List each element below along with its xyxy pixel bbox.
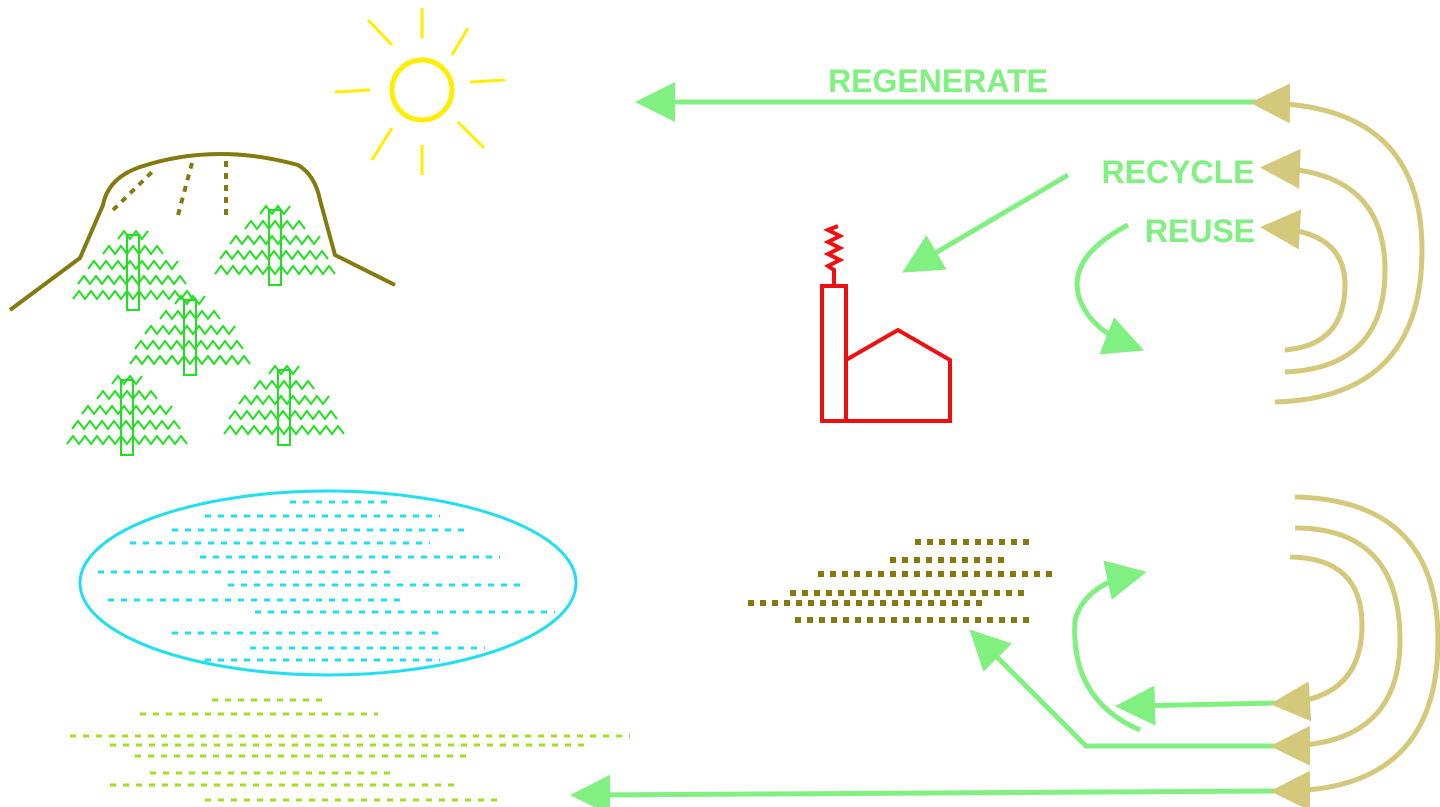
waste <box>748 542 1055 620</box>
decor <box>112 376 142 384</box>
decor <box>103 246 163 254</box>
label-regenerate: REGENERATE <box>828 63 1048 99</box>
hill <box>10 154 395 310</box>
decor <box>254 381 314 389</box>
decor <box>220 251 328 259</box>
sun <box>335 8 505 175</box>
grass <box>70 700 630 800</box>
decor <box>260 206 290 214</box>
decor <box>72 421 180 429</box>
decor <box>160 311 220 319</box>
decor <box>97 391 157 399</box>
decor <box>230 236 320 244</box>
arrows <box>585 102 1438 795</box>
decor <box>215 266 335 274</box>
decor <box>245 221 305 229</box>
decor <box>82 406 172 414</box>
decor <box>73 291 193 299</box>
decor <box>175 296 205 304</box>
decor <box>88 261 178 269</box>
decor <box>269 366 299 374</box>
decor <box>78 276 186 284</box>
decor <box>130 356 250 364</box>
scene: REGENERATE RECYCLE REUSE <box>0 0 1440 807</box>
decor <box>224 426 344 434</box>
decor <box>118 231 148 239</box>
decor <box>145 326 235 334</box>
decor <box>239 396 329 404</box>
label-recycle: RECYCLE <box>1102 154 1255 190</box>
label-reuse: REUSE <box>1145 213 1255 249</box>
decor <box>229 411 337 419</box>
decor <box>67 436 187 444</box>
trees <box>67 206 344 455</box>
decor <box>135 341 243 349</box>
lake <box>80 491 576 675</box>
